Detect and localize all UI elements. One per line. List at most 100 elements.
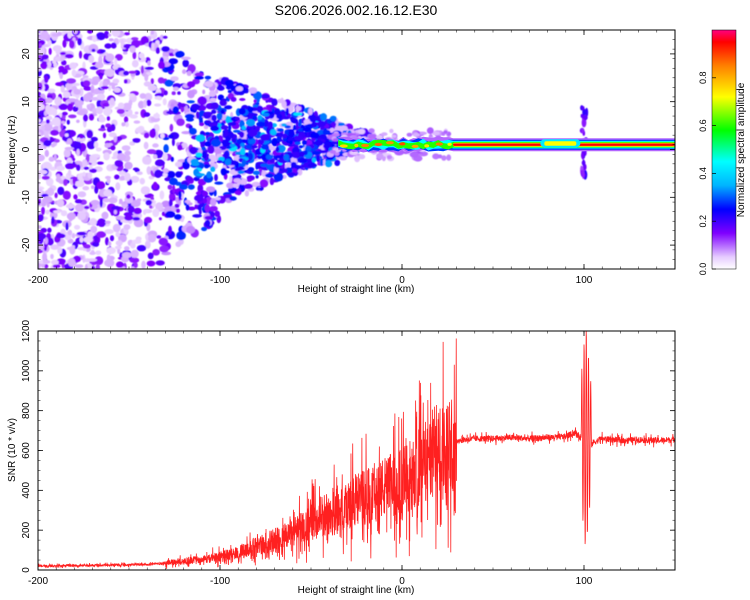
spectrogram-blob	[93, 141, 99, 148]
spectrogram-y-ticks: -20 -10 0 10 20	[21, 29, 675, 270]
spectrogram-blob	[214, 197, 221, 201]
spectrogram-blob	[65, 83, 71, 89]
spectrogram-blob	[237, 138, 243, 145]
spectrogram-blob	[103, 152, 110, 161]
spectrogram-blob	[202, 197, 208, 204]
spectrogram-blob	[252, 170, 261, 175]
spectrogram-blob	[112, 64, 119, 70]
spectrogram-blob	[92, 35, 97, 42]
spectrogram-blob	[164, 79, 174, 87]
spectrogram-blob	[175, 241, 182, 248]
spectrogram-blob	[209, 211, 215, 218]
spectrogram-blob	[44, 264, 49, 269]
spectrogram-blob	[357, 128, 366, 135]
spectrogram-blob	[168, 199, 173, 208]
spectrogram-blob	[111, 42, 117, 49]
spectrogram-blob	[87, 172, 93, 179]
spectrogram-blob	[89, 218, 98, 226]
spectrogram-blob	[113, 209, 118, 215]
spectrogram-blob	[60, 85, 65, 93]
spectrogram-blob	[124, 246, 130, 251]
spectrogram-blob	[139, 93, 147, 99]
spectrogram-blob	[114, 174, 120, 180]
spectrogram-y-tick-label: -20	[21, 237, 32, 252]
spectrogram-blob	[43, 196, 53, 203]
spectrogram-blob	[74, 180, 85, 188]
spectrogram-blob	[246, 178, 252, 182]
spectrogram-blob	[90, 136, 98, 142]
spectrogram-blob	[238, 108, 246, 115]
spectrogram-blob	[52, 264, 61, 269]
spectrogram-blob	[77, 191, 87, 198]
snr-y-tick-label: 0	[21, 567, 32, 573]
spectrogram-blob	[104, 43, 112, 49]
spectrogram-blob	[150, 78, 154, 85]
spectrogram-blob	[59, 51, 66, 56]
spectrogram-blob	[76, 100, 84, 106]
spectrogram-blob	[240, 147, 246, 156]
spectrogram-blob	[175, 171, 183, 178]
spectrogram-blob	[208, 90, 217, 97]
spectrogram-blob	[114, 58, 118, 66]
spectrogram-blob	[186, 70, 192, 76]
spectrogram-blob	[38, 233, 47, 240]
spectrogram-y-tick-label: 20	[21, 48, 32, 60]
spectrogram-blob	[47, 94, 53, 99]
figure-title: S206.2026.002.16.12.E30	[275, 2, 438, 18]
spectrogram-blob	[130, 37, 139, 41]
spectrogram-blob	[48, 47, 52, 55]
spectrogram-blob	[86, 129, 93, 139]
spectrogram-blob	[44, 237, 49, 245]
spectrogram-blob	[87, 30, 93, 34]
spectrogram-blob	[143, 210, 147, 215]
spectrogram-blob	[38, 132, 42, 136]
spectrogram-blob	[257, 115, 263, 121]
spectrogram-blob	[265, 154, 273, 160]
spectrogram-blob	[53, 210, 61, 214]
spectrogram-blob	[43, 139, 52, 147]
spectrogram-blob	[109, 235, 115, 242]
spectrogram-blob	[112, 223, 121, 233]
spectrogram-blob	[105, 237, 109, 246]
spectrogram-blob	[277, 144, 286, 153]
spectrogram-blob	[45, 115, 53, 121]
spectrogram-blob	[84, 264, 88, 269]
spectrogram-blob	[181, 56, 191, 60]
spectrogram-y-tick-label: 10	[21, 96, 32, 108]
steady-line-hotspot	[447, 142, 452, 146]
spectrogram-blob	[204, 80, 214, 88]
steady-line-hotspot	[424, 144, 430, 148]
steady-line-hotspot	[361, 143, 370, 148]
spectrogram-blob	[288, 140, 294, 145]
spectrogram-blob	[78, 50, 83, 59]
spectrogram-blob	[330, 122, 337, 127]
spectrogram-blob	[87, 258, 98, 262]
spectrogram-blob	[108, 85, 112, 91]
spectrogram-blob	[123, 224, 131, 231]
spectrogram-blob	[83, 93, 92, 103]
spectrogram-blob	[240, 178, 248, 185]
spectrogram-blob	[128, 70, 137, 74]
spectrogram-blob	[204, 204, 210, 213]
spectrogram-blob	[129, 257, 140, 264]
spectrogram-blob	[294, 141, 301, 145]
spectrogram-blob	[210, 198, 217, 207]
spectrogram-blob	[162, 172, 168, 178]
spectrogram-blob	[412, 132, 420, 137]
spectrogram-blob	[103, 189, 113, 197]
spectrogram-blob	[82, 186, 90, 191]
spectrogram-blob	[46, 187, 55, 196]
spectrogram-spike-blob	[583, 114, 588, 121]
spectrogram-blob	[381, 132, 388, 136]
spectrogram-blob	[260, 133, 270, 141]
spectrogram-blob	[89, 168, 97, 173]
spectrogram-blob	[90, 84, 95, 92]
spectrogram-blob	[45, 209, 50, 215]
spectrogram-blob	[214, 181, 224, 185]
spectrogram-blob	[38, 225, 42, 229]
spectrogram-blob	[227, 89, 232, 94]
spectrogram-spike-blob	[580, 113, 584, 118]
spectrogram-blob	[126, 194, 131, 199]
steady-line-hump-core	[544, 141, 577, 146]
snr-x-ticks: -200 -100 0 100	[28, 331, 676, 587]
